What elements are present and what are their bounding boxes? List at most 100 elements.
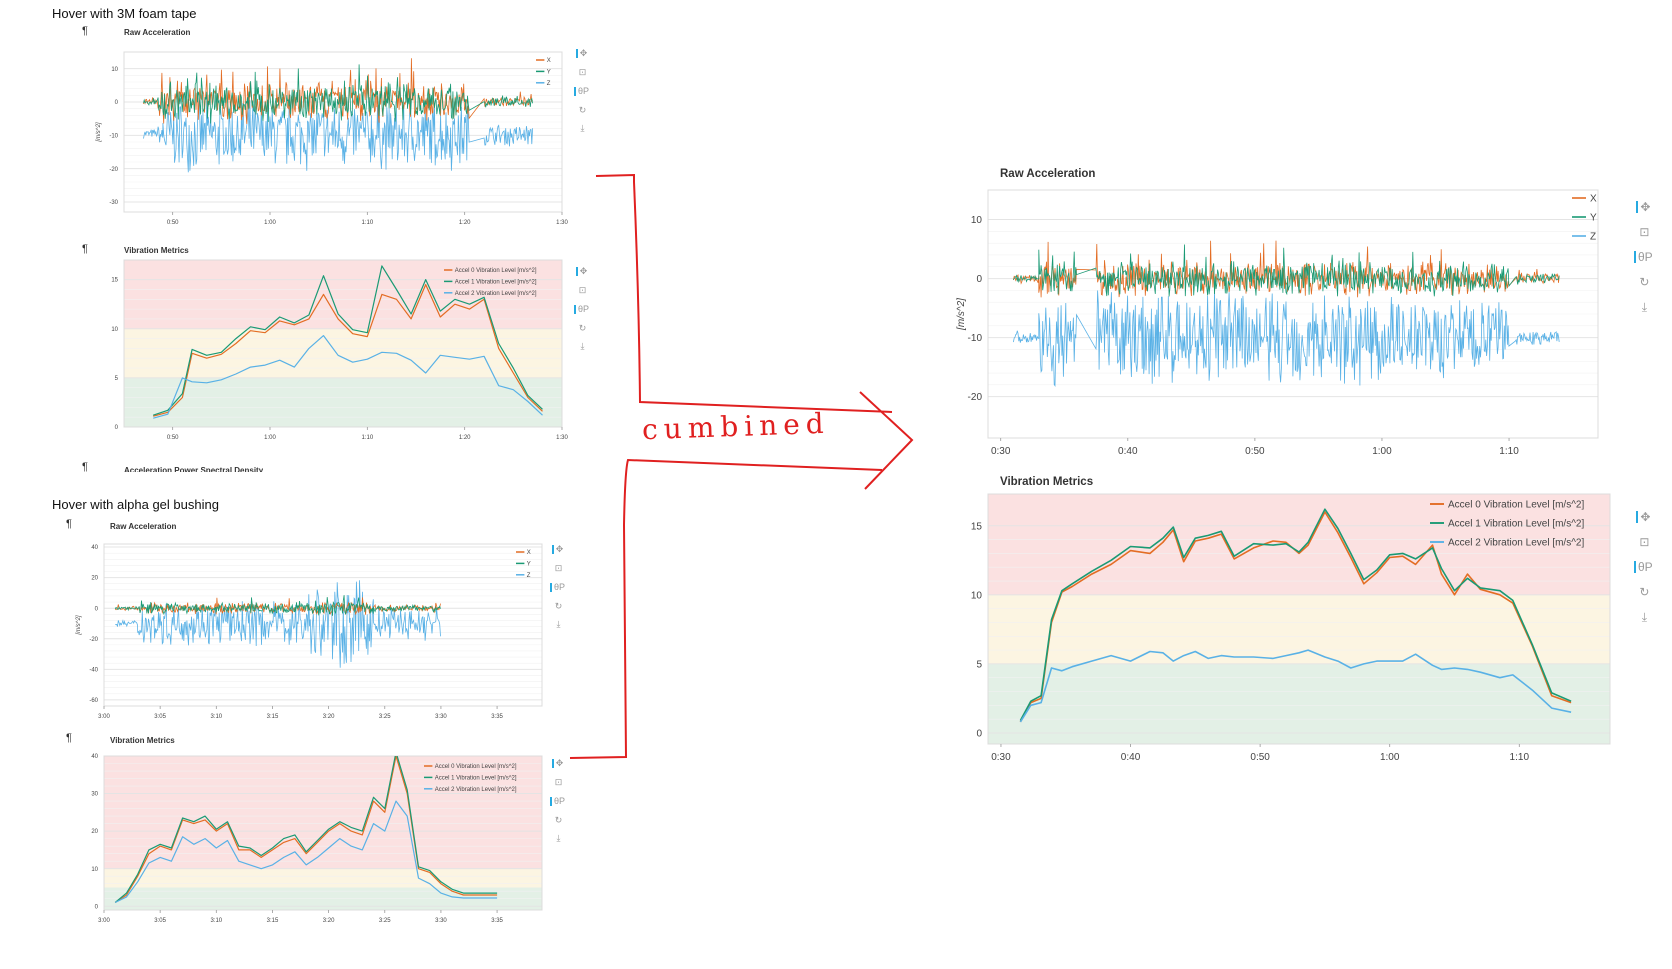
legend-label: X bbox=[1590, 194, 1597, 205]
legend-label: Accel 2 Vibration Level [m/s^2] bbox=[455, 291, 537, 297]
pan-icon[interactable]: ✥ bbox=[551, 758, 563, 768]
plot-data bbox=[114, 580, 441, 668]
box-zoom-icon[interactable]: ⊡ bbox=[1639, 224, 1650, 239]
x-tick-label: 0:50 bbox=[167, 220, 179, 226]
reset-icon[interactable]: ↻ bbox=[554, 600, 563, 611]
pilcrow-4: ¶ bbox=[66, 518, 72, 530]
x-tick-label: 3:20 bbox=[323, 918, 335, 924]
legend-label: Accel 1 Vibration Level [m/s^2] bbox=[455, 280, 537, 286]
y-tick-label: -10 bbox=[109, 133, 118, 139]
gel-vib-chart[interactable]: 40 30 20 10 0 3:00 3:05 3:10 3:15 3:20 3:25 3:30 3:3… bbox=[72, 746, 562, 944]
x-tick-label: 0:40 bbox=[1121, 752, 1141, 763]
x-tick-label: 1:00 bbox=[1372, 446, 1392, 457]
pan-icon[interactable]: ✥ bbox=[551, 544, 563, 554]
plot-data bbox=[1019, 508, 1572, 723]
wheel-zoom-icon[interactable]: θP bbox=[550, 796, 565, 806]
x-tick-label: 1:00 bbox=[264, 435, 276, 441]
reset-icon[interactable]: ↻ bbox=[1639, 275, 1650, 290]
wheel-zoom-icon[interactable]: θP bbox=[1634, 560, 1653, 573]
save-icon[interactable]: ⤓ bbox=[1641, 610, 1647, 625]
foam-raw-chart[interactable]: 10 0 -10 -20 -30 0:50 1:00 1:10 1:20 1:30 [m/s^2] X… bbox=[92, 40, 582, 240]
y-tick-label: 10 bbox=[971, 590, 983, 601]
raw-series-y bbox=[143, 64, 533, 124]
big-vib-chart[interactable]: 15 10 5 0 0:30 0:40 0:50 1:00 1:10 Accel 0 Vibrat… bbox=[960, 490, 1648, 780]
reset-icon[interactable]: ↻ bbox=[554, 814, 563, 825]
section-heading-foam: Hover with 3M foam tape bbox=[52, 6, 197, 21]
box-zoom-icon[interactable]: ⊡ bbox=[554, 776, 563, 787]
plot-data bbox=[143, 58, 533, 173]
wheel-zoom-icon[interactable]: θP bbox=[550, 582, 565, 592]
x-tick-label: 0:40 bbox=[1118, 446, 1138, 457]
x-tick-label: 0:50 bbox=[167, 435, 179, 441]
y-tick-label: 40 bbox=[91, 545, 98, 551]
plot-data bbox=[114, 756, 498, 904]
box-zoom-icon[interactable]: ⊡ bbox=[578, 66, 587, 77]
legend-label: X bbox=[527, 550, 531, 556]
foam-raw-toolbar: ✥ ⊡ θP ↻ ⤓ bbox=[574, 44, 589, 138]
section-heading-gel: Hover with alpha gel bushing bbox=[52, 497, 219, 512]
x-tick-label: 3:00 bbox=[98, 714, 110, 720]
legend-label: Accel 2 Vibration Level [m/s^2] bbox=[1448, 538, 1584, 549]
gel-raw-chart[interactable]: 40 20 0 -20 -40 -60 3:00 3:05 3:10 3:15 3:20 3:25 3:… bbox=[72, 534, 562, 734]
legend-label: Z bbox=[547, 81, 551, 87]
y-axis-label: [m/s^2] bbox=[76, 615, 82, 635]
legend-label: Accel 2 Vibration Level [m/s^2] bbox=[435, 787, 517, 793]
pilcrow-3: ¶ bbox=[82, 461, 88, 473]
x-tick-label: 1:20 bbox=[459, 220, 471, 226]
y-tick-label: 15 bbox=[971, 521, 983, 532]
x-tick-label: 3:35 bbox=[491, 918, 503, 924]
gel-raw-toolbar: ✥ ⊡ θP ↻ ⤓ bbox=[550, 540, 565, 634]
wheel-zoom-icon[interactable]: θP bbox=[1634, 250, 1653, 263]
x-tick-label: 1:00 bbox=[264, 220, 276, 226]
raw-series-z bbox=[115, 580, 441, 668]
y-tick-label: 10 bbox=[111, 67, 118, 73]
box-zoom-icon[interactable]: ⊡ bbox=[578, 284, 587, 295]
legend-label: Accel 1 Vibration Level [m/s^2] bbox=[1448, 519, 1584, 530]
reset-icon[interactable]: ↻ bbox=[1639, 585, 1650, 600]
foam-vib-chart[interactable]: 15 10 5 0 0:50 1:00 1:10 1:20 1:30 Accel 0 Vibrat… bbox=[92, 256, 582, 461]
series-line-1 bbox=[114, 756, 498, 903]
y-axis-label: [m/s^2] bbox=[956, 298, 967, 331]
x-tick-label: 0:50 bbox=[1250, 752, 1270, 763]
save-icon[interactable]: ⤓ bbox=[1641, 300, 1647, 315]
reset-icon[interactable]: ↻ bbox=[578, 104, 587, 115]
pilcrow-2: ¶ bbox=[82, 243, 88, 255]
y-tick-label: 20 bbox=[91, 829, 98, 835]
wheel-zoom-icon[interactable]: θP bbox=[574, 304, 589, 314]
x-tick-label: 0:30 bbox=[991, 446, 1011, 457]
box-zoom-icon[interactable]: ⊡ bbox=[1639, 534, 1650, 549]
save-icon[interactable]: ⤓ bbox=[580, 123, 585, 134]
x-tick-label: 3:30 bbox=[435, 714, 447, 720]
raw-series-y bbox=[1013, 244, 1560, 297]
pilcrow-1: ¶ bbox=[82, 25, 88, 37]
x-tick-label: 0:30 bbox=[991, 752, 1011, 763]
wheel-zoom-icon[interactable]: θP bbox=[574, 86, 589, 96]
big-raw-chart[interactable]: 10 0 -10 -20 0:30 0:40 0:50 1:00 1:10 [m/s^2] XYZ bbox=[948, 182, 1648, 472]
combined-annotation: cumbined bbox=[641, 406, 831, 447]
series-line-2 bbox=[1019, 649, 1572, 723]
save-icon[interactable]: ⤓ bbox=[556, 833, 561, 844]
x-tick-label: 3:00 bbox=[98, 918, 110, 924]
band-red bbox=[104, 756, 542, 869]
y-axis-label: [m/s^2] bbox=[96, 122, 102, 142]
x-tick-label: 3:05 bbox=[154, 714, 166, 720]
pan-icon[interactable]: ✥ bbox=[575, 48, 587, 58]
y-tick-label: 0 bbox=[115, 425, 119, 431]
save-icon[interactable]: ⤓ bbox=[580, 341, 585, 352]
y-tick-label: 0 bbox=[976, 274, 982, 285]
x-tick-label: 3:15 bbox=[267, 714, 279, 720]
y-tick-label: 5 bbox=[976, 659, 982, 670]
box-zoom-icon[interactable]: ⊡ bbox=[554, 562, 563, 573]
reset-icon[interactable]: ↻ bbox=[578, 322, 587, 333]
pan-icon[interactable]: ✥ bbox=[575, 266, 587, 276]
x-tick-label: 3:35 bbox=[491, 714, 503, 720]
pan-icon[interactable]: ✥ bbox=[1636, 510, 1650, 523]
legend-label: Z bbox=[527, 573, 531, 579]
pan-icon[interactable]: ✥ bbox=[1636, 200, 1650, 213]
plot-frame bbox=[123, 259, 563, 428]
save-icon[interactable]: ⤓ bbox=[556, 619, 561, 630]
x-tick-label: 0:50 bbox=[1245, 446, 1265, 457]
plot-data bbox=[1013, 240, 1560, 387]
gel-raw-title: Raw Acceleration bbox=[110, 522, 177, 531]
big-raw-title: Raw Acceleration bbox=[1000, 168, 1096, 180]
